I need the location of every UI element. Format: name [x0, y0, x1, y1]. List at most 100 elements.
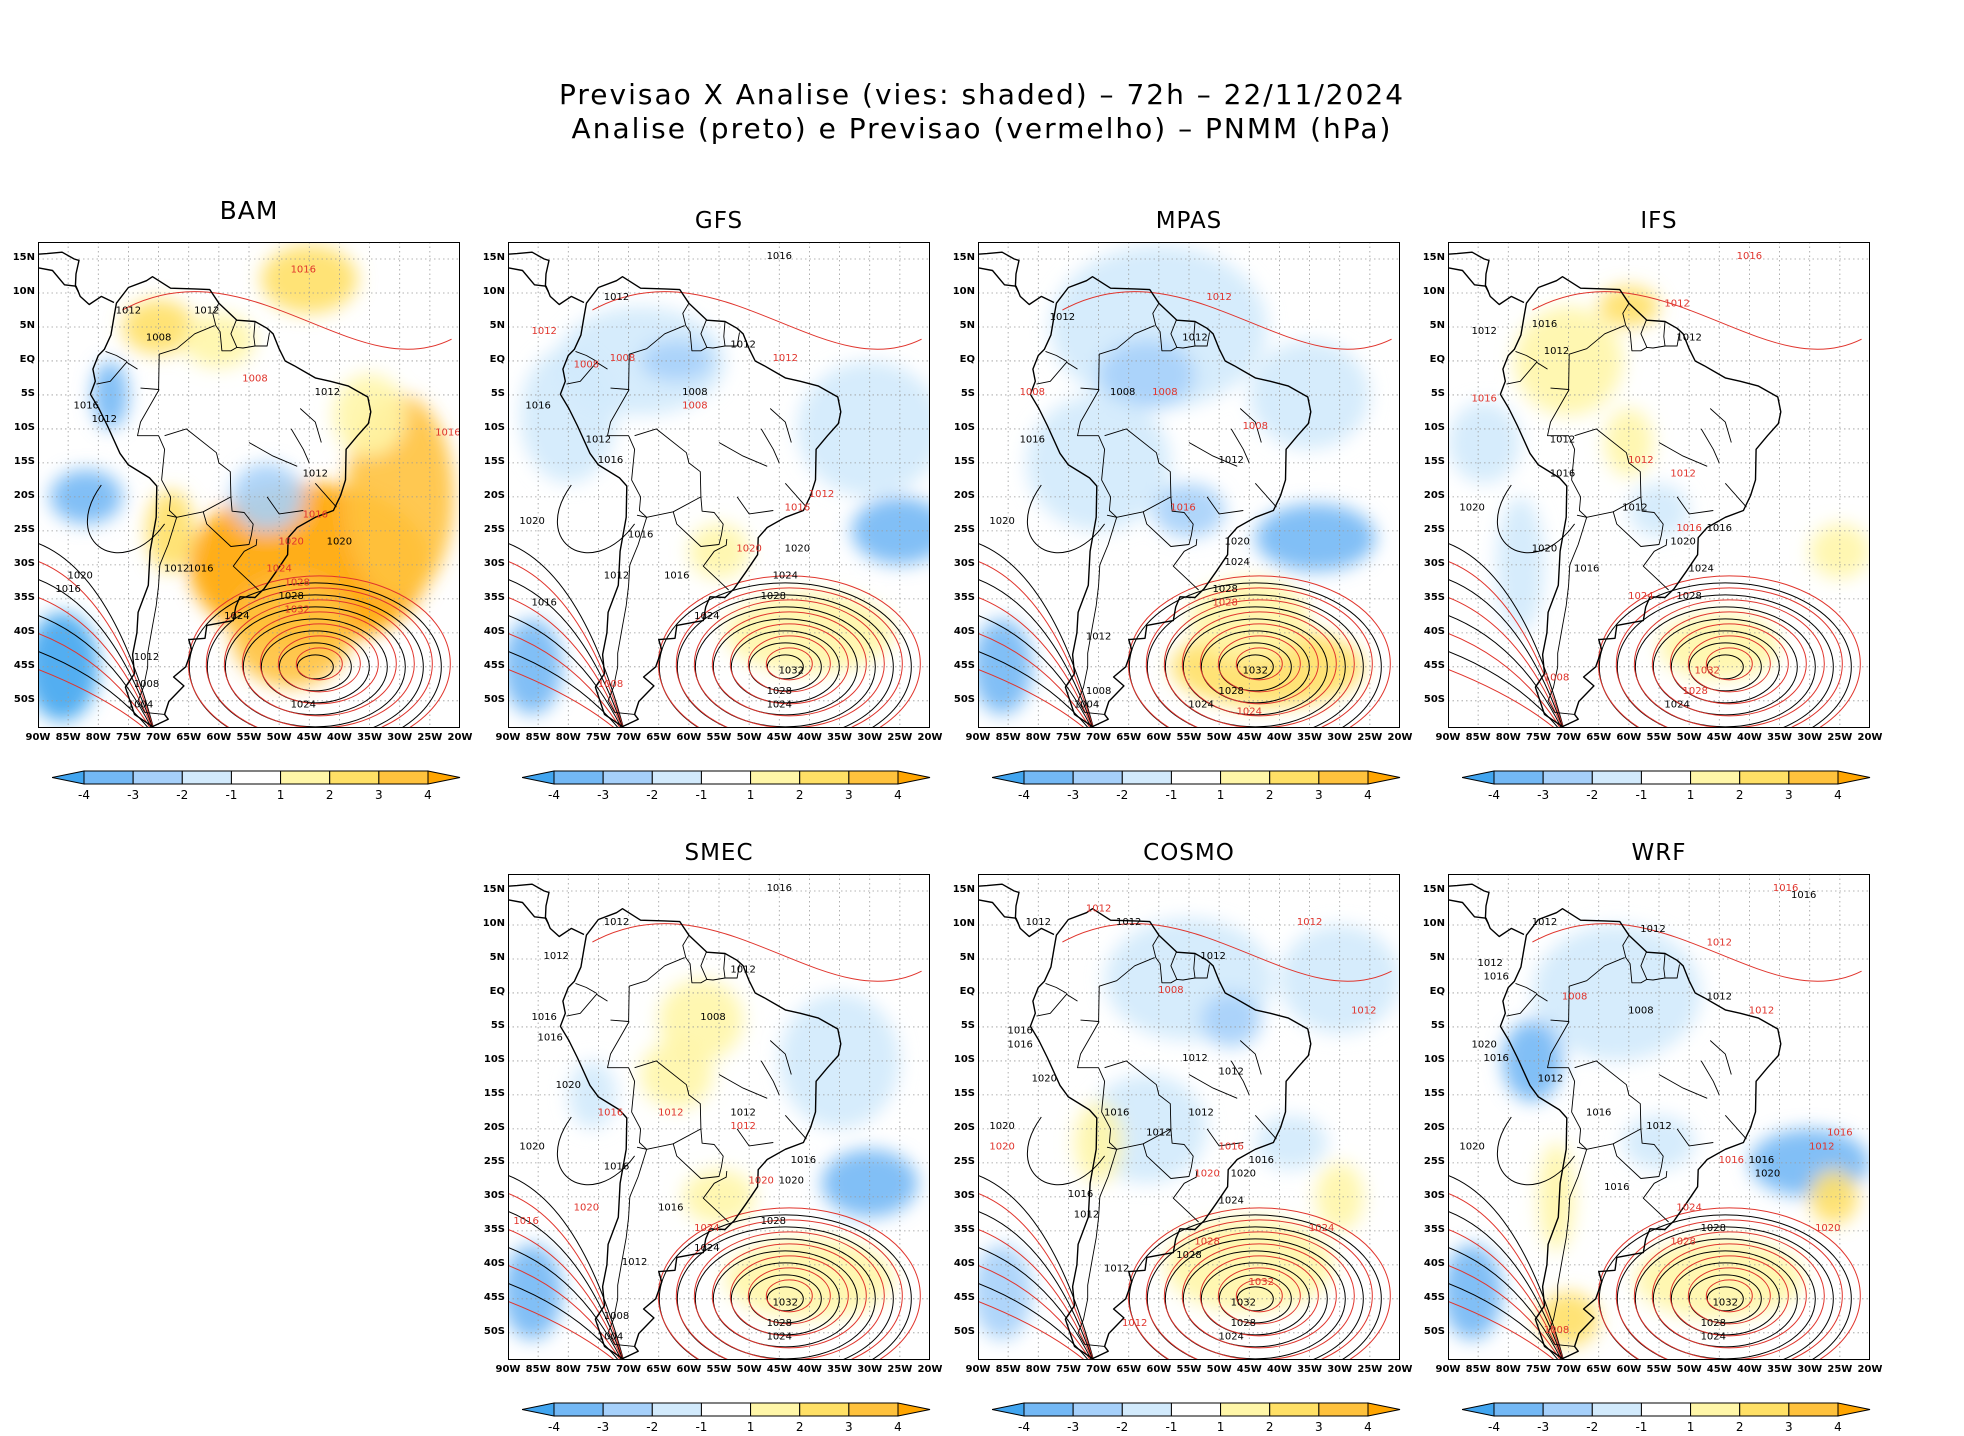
country-border: [610, 957, 685, 1022]
colorbar-bam: -4 -3 -2 -1 1 2 3 4: [52, 770, 461, 802]
country-border: [1640, 320, 1648, 348]
lat-tick-label: 15N: [952, 883, 975, 895]
lon-tick-label: 20W: [1387, 732, 1413, 743]
isobar-label: 1016: [1471, 394, 1496, 405]
lon-tick-label: 35W: [1297, 1364, 1323, 1375]
lon-tick-label: 70W: [1086, 732, 1112, 743]
country-border: [1640, 496, 1664, 536]
colorbar-segment: [1220, 770, 1271, 785]
panel-title-cosmo: COSMO: [1143, 840, 1235, 866]
country-border: [702, 1170, 729, 1223]
isobar-label: 1032: [1249, 1277, 1274, 1288]
bias-blob: [1255, 1115, 1328, 1170]
lat-tick-label: 50S: [483, 1325, 505, 1337]
country-border: [1663, 321, 1666, 347]
colorbar-segment: [1121, 1402, 1172, 1417]
colorbar-segment: [1690, 770, 1741, 785]
isobar-analysis: [87, 484, 166, 554]
lat-tick-label: 5N: [19, 319, 35, 331]
colorbar-segment: [1493, 1402, 1544, 1417]
country-border: [105, 350, 128, 362]
colorbar-segment: [651, 770, 702, 785]
coastline-caribbean: [508, 883, 550, 924]
isobar-analysis: [38, 578, 154, 728]
lon-tick-label: 50W: [266, 732, 292, 743]
lat-tick-label: 50S: [1423, 1325, 1445, 1337]
lon-tick-label: 35W: [827, 1364, 853, 1375]
lon-tick-label: 70W: [1556, 732, 1582, 743]
isobar-analysis: [1218, 1274, 1292, 1324]
colorbar-label: 1: [1687, 788, 1695, 802]
isobar-analysis: [1706, 1286, 1744, 1312]
isobar-forecast: [508, 560, 624, 728]
isobar-label: 1008: [1152, 387, 1177, 398]
isobar-analysis: [766, 654, 804, 680]
isobar-label: 1008: [242, 373, 267, 384]
lat-tick-label: 30S: [953, 557, 975, 569]
country-border: [1188, 442, 1238, 467]
lon-tick-label: 90W: [495, 732, 521, 743]
country-border: [137, 389, 166, 480]
isobar-analysis: [978, 578, 1094, 728]
isobar-forecast: [1199, 623, 1319, 705]
isobar-forecast: [508, 668, 616, 728]
isobar-label: 1020: [989, 1121, 1014, 1132]
colorbar-arrow-low: [52, 770, 85, 785]
colorbar-label: -2: [646, 788, 658, 802]
isobar-label: 1020: [1224, 537, 1249, 548]
colorbar-label: -3: [127, 788, 139, 802]
isobar-forecast: [277, 635, 361, 693]
colorbar-segment: [750, 1402, 801, 1417]
isobar-analysis: [1497, 484, 1576, 554]
isobar-analysis: [508, 542, 624, 728]
lon-tick-label: 85W: [995, 1364, 1021, 1375]
isobar-forecast: [1062, 923, 1392, 982]
isobar-label: 1012: [1707, 937, 1732, 948]
isobar-analysis: [676, 594, 894, 728]
country-border: [1172, 1170, 1199, 1223]
bias-blob: [1279, 924, 1400, 1034]
colorbar-segment: [1170, 1402, 1222, 1417]
lon-tick-label: 40W: [796, 732, 822, 743]
isobar-analysis: [224, 606, 406, 728]
figure-title-line1: Previsao X Analise (vies: shaded) – 72h …: [558, 78, 1406, 111]
isobar-label: 1028: [767, 686, 792, 697]
lon-tick-label: 80W: [555, 732, 581, 743]
lon-tick-label: 40W: [1736, 1364, 1762, 1375]
isobar-forecast: [508, 1192, 624, 1360]
isobar-analysis: [1670, 630, 1780, 704]
isobar-label: 1012: [730, 339, 755, 350]
isobar-label: 1028: [1676, 591, 1701, 602]
isobar-analysis: [1652, 1250, 1798, 1348]
isobar-label: 1012: [604, 571, 629, 582]
colorbar-segment: [602, 770, 653, 785]
isobar-analysis: [1128, 582, 1382, 728]
isobar-analysis: [1688, 1274, 1762, 1324]
isobar-label: 1020: [327, 537, 352, 548]
lon-tick-label: 75W: [1525, 1364, 1551, 1375]
isobar-label: 1028: [761, 591, 786, 602]
lat-tick-label: 35S: [13, 591, 35, 603]
colorbar-arrow-high: [897, 770, 931, 785]
isobar-analysis: [748, 1274, 822, 1324]
lat-tick-label: 5N: [959, 319, 975, 331]
lat-tick-label: 15N: [482, 883, 505, 895]
colorbar-label: 4: [1834, 788, 1842, 802]
country-border: [1676, 496, 1714, 515]
isobar-label: 1028: [1212, 584, 1237, 595]
isobar-label: 1008: [134, 679, 159, 690]
country-border: [1077, 1146, 1118, 1347]
lon-tick-label: 80W: [1025, 732, 1051, 743]
country-border: [1239, 1040, 1262, 1075]
lon-tick-label: 70W: [146, 732, 172, 743]
isobar-label: 1012: [586, 435, 611, 446]
colorbar-label: -3: [597, 788, 609, 802]
coastline-south-america: [1499, 908, 1782, 1360]
isobar-analysis: [557, 484, 636, 554]
lat-tick-label: 5N: [1429, 951, 1445, 963]
lat-tick-label: 5N: [489, 319, 505, 331]
lat-tick-label: 15S: [1423, 455, 1445, 467]
isobar-analysis: [1200, 630, 1310, 704]
country-border: [1676, 1128, 1714, 1147]
